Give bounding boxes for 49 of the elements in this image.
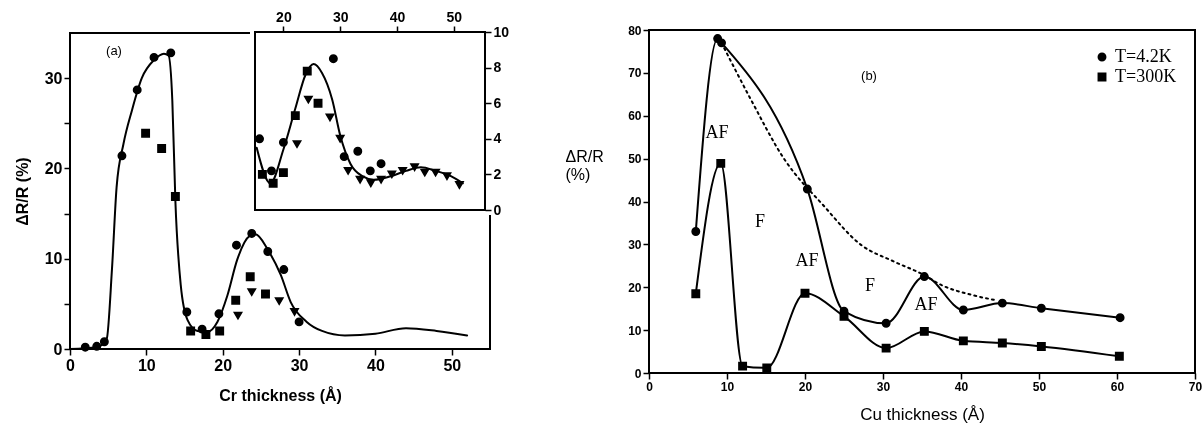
x-tick-label: 0 (66, 356, 76, 374)
y-tick-label: 80 (628, 23, 642, 38)
annotation: AF (914, 294, 938, 314)
x-tick-label: 20 (276, 8, 292, 25)
annotation: F (754, 211, 766, 231)
x-tick-label: 30 (290, 356, 309, 374)
legend-label: T=300K (1115, 66, 1177, 86)
y-tick-label: 10 (628, 323, 642, 338)
y-tick-label: 20 (44, 159, 63, 177)
y-tick-label: 6 (493, 94, 502, 111)
x-tick-label: 10 (137, 356, 156, 374)
x-tick-label: 40 (954, 379, 969, 394)
x-tick-label: 20 (214, 356, 233, 374)
y-tick-label: 8 (493, 59, 502, 76)
x-tick-label: 30 (332, 8, 349, 25)
annotation: (b) (861, 68, 877, 83)
legend-label: T=4.2K (1115, 46, 1172, 66)
x-tick-label: 50 (1032, 379, 1047, 394)
y-tick-label: 70 (628, 66, 642, 81)
annotation: (a) (106, 43, 122, 58)
y-tick-label: 60 (628, 109, 642, 124)
annotation: AF (795, 250, 819, 270)
x-axis-title: Cr thickness (Å) (219, 385, 342, 404)
y-tick-label: 50 (628, 152, 642, 167)
y-tick-label: 4 (493, 130, 502, 147)
x-tick-label: 50 (446, 8, 463, 25)
y-tick-label: 10 (44, 250, 63, 268)
x-tick-label: 10 (720, 379, 735, 394)
x-tick-label: 40 (367, 356, 385, 374)
x-tick-label: 50 (443, 356, 462, 374)
x-tick-label: 20 (798, 379, 813, 394)
y-tick-label: 2 (493, 165, 502, 182)
y-axis-title: ΔR/R (%) (565, 147, 604, 183)
y-tick-label: 30 (628, 237, 642, 252)
y-tick-label: 30 (44, 69, 63, 87)
x-axis-title: Cu thickness (Å) (860, 404, 985, 424)
y-tick-label: 0 (493, 201, 502, 218)
x-tick-label: 60 (1110, 379, 1125, 394)
y-tick-label: 20 (628, 280, 642, 295)
x-tick-label: 40 (389, 8, 406, 25)
y-tick-label: 40 (628, 195, 642, 209)
annotation: F (864, 275, 876, 295)
y-tick-label: 10 (493, 23, 510, 40)
x-tick-label: 70 (1188, 379, 1203, 394)
annotation: AF (705, 122, 729, 142)
y-tick-label: 0 (53, 340, 63, 358)
x-tick-label: 0 (646, 379, 654, 394)
y-axis-title: ΔR/R (%) (13, 157, 31, 226)
x-tick-label: 30 (876, 379, 891, 394)
